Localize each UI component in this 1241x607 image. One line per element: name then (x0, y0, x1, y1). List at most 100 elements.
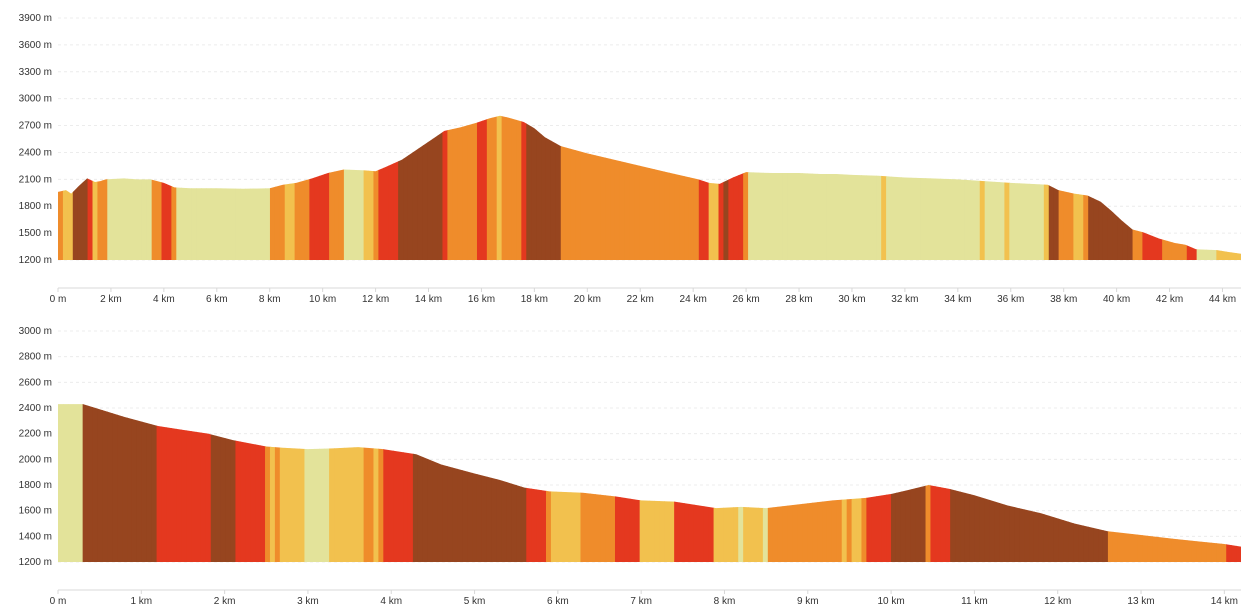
profile-segment (841, 404, 848, 562)
elevation-chart-2: 1200 m 1400 m 1600 m 1800 m 2000 m 2200 m 2400… (19, 326, 1241, 607)
profile-segment (1033, 404, 1040, 562)
profile-segment (1024, 115, 1030, 260)
profile-segment (891, 115, 897, 260)
profile-segment (1073, 115, 1079, 260)
profile-segment (67, 115, 74, 260)
profile-segment (398, 115, 404, 260)
profile-segment (1176, 404, 1183, 562)
profile-segment (491, 115, 498, 260)
profile-segment (265, 404, 271, 562)
profile-segment (284, 404, 291, 562)
profile-segment (476, 115, 483, 260)
profile-segment (910, 115, 917, 260)
x-tick-label: 18 km (521, 294, 548, 305)
y-tick-label: 2800 m (19, 352, 52, 363)
profile-segment (486, 404, 493, 562)
profile-segment (753, 115, 759, 260)
profile-segment (417, 115, 424, 260)
y-tick-label: 1200 m (19, 557, 52, 568)
profile-segment (708, 404, 715, 562)
profile-segment (1053, 404, 1060, 562)
profile-segment (886, 115, 892, 260)
profile-segment (565, 115, 572, 260)
profile-segment (1083, 115, 1089, 260)
profile-segment (171, 115, 177, 260)
profile-segment (269, 404, 276, 562)
profile-segment (516, 404, 522, 562)
profile-segment (122, 404, 128, 562)
profile-segment (422, 115, 429, 260)
profile-segment (422, 404, 429, 562)
profile-segment (861, 404, 867, 562)
profile-segment (807, 404, 813, 562)
profile-segment (82, 404, 89, 562)
profile-segment (659, 404, 665, 562)
profile-segment (141, 404, 148, 562)
profile-segment (353, 115, 360, 260)
profile-segment (412, 115, 419, 260)
profile-segment (334, 404, 340, 562)
profile-segment (1181, 404, 1188, 562)
profile-segment (210, 404, 217, 562)
profile-segment (1152, 115, 1158, 260)
profile-segment (447, 115, 453, 260)
profile-segment (383, 115, 389, 260)
profile-segment (1107, 404, 1114, 562)
profile-segment (570, 115, 577, 260)
profile-segment (437, 115, 444, 260)
profile-segment (915, 404, 922, 562)
profile-segment (457, 404, 463, 562)
y-tick-label: 2400 m (19, 147, 52, 158)
profile-segment (674, 404, 680, 562)
profile-segment (107, 115, 113, 260)
profile-segment (891, 404, 897, 562)
profile-segment (531, 115, 537, 260)
profile-segment (191, 115, 197, 260)
profile-segment (1226, 115, 1232, 260)
profile-segment (235, 115, 241, 260)
profile-segment (940, 404, 946, 562)
profile-segment (151, 404, 158, 562)
profile-segment (324, 115, 330, 260)
profile-segment (634, 115, 641, 260)
profile-segment (536, 404, 542, 562)
profile-segment (782, 115, 789, 260)
profile-segment (171, 404, 177, 562)
profile-segment (1157, 404, 1163, 562)
profile-segment (77, 404, 84, 562)
profile-segment (526, 404, 532, 562)
profile-segment (274, 404, 281, 562)
profile-segment (1063, 404, 1070, 562)
profile-segment (1196, 115, 1203, 260)
profile-segment (792, 404, 798, 562)
profile-segment (1068, 115, 1075, 260)
profile-segment (1053, 115, 1060, 260)
x-tick-label: 42 km (1156, 294, 1183, 305)
profile-segment (516, 115, 522, 260)
profile-segment (945, 404, 951, 562)
profile-segment (614, 115, 621, 260)
profile-segment (353, 404, 360, 562)
profile-segment (915, 115, 922, 260)
profile-segment (767, 404, 774, 562)
profile-segment (861, 115, 867, 260)
profile-segment (161, 404, 168, 562)
profile-segment (1142, 404, 1148, 562)
profile-segment (659, 115, 665, 260)
profile-segment (1132, 404, 1139, 562)
profile-segment (309, 115, 315, 260)
profile-segment (1216, 404, 1222, 562)
profile-segment (467, 404, 473, 562)
y-tick-label: 2600 m (19, 377, 52, 388)
x-tick-label: 6 km (547, 596, 569, 607)
profile-segment (472, 404, 478, 562)
profile-segment (1063, 115, 1070, 260)
profile-segment (255, 115, 261, 260)
profile-segment (950, 404, 956, 562)
profile-segment (664, 115, 670, 260)
profile-segment (1231, 115, 1237, 260)
profile-segment (289, 404, 296, 562)
profile-segment (1073, 404, 1079, 562)
profile-segment (122, 115, 128, 260)
profile-segment (274, 115, 281, 260)
